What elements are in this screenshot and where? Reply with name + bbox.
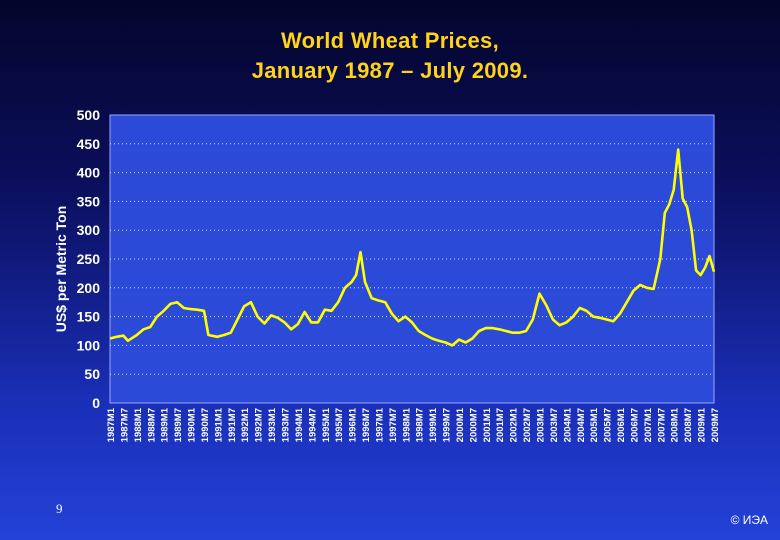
x-tick-label: 2007M1 [643, 407, 654, 442]
y-axis-label: US$ per Metric Ton [53, 206, 69, 333]
y-tick-label: 150 [77, 309, 101, 325]
x-tick-label: 2005M7 [603, 408, 614, 442]
x-tick-label: 1998M7 [415, 408, 426, 442]
x-tick-label: 2002M7 [522, 408, 533, 442]
chart-title: World Wheat Prices, January 1987 – July … [0, 26, 780, 86]
grid-lines [110, 143, 714, 375]
x-tick-label: 2002M1 [509, 407, 520, 442]
x-tick-label: 2006M7 [629, 408, 640, 442]
x-tick-label: 1994M1 [294, 407, 305, 442]
x-tick-label: 1999M7 [442, 408, 453, 442]
x-tick-label: 1993M7 [280, 408, 291, 442]
x-tick-label: 1989M7 [173, 408, 184, 442]
y-tick-label: 250 [77, 251, 101, 267]
x-tick-label: 1989M1 [160, 407, 171, 442]
x-tick-label: 1990M1 [187, 407, 198, 442]
x-tick-label: 1992M1 [240, 407, 251, 442]
chart-title-line-1: World Wheat Prices, [280, 28, 499, 53]
x-tick-label: 1987M7 [119, 408, 130, 442]
y-tick-label: 200 [77, 280, 101, 296]
x-tick-label: 2006M1 [616, 407, 627, 442]
y-tick-label: 100 [77, 337, 101, 353]
x-tick-label: 2000M1 [455, 407, 466, 442]
y-tick-label: 450 [77, 136, 101, 152]
x-tick-label: 2008M1 [670, 407, 681, 442]
chart-title-line-2: January 1987 – July 2009. [251, 58, 529, 83]
x-tick-label: 1991M1 [213, 407, 224, 442]
x-tick-label: 1999M1 [428, 407, 439, 442]
x-tick-label: 1987M1 [106, 407, 117, 442]
y-tick-label: 50 [84, 366, 100, 382]
y-tick-label: 350 [77, 193, 101, 209]
y-tick-label: 0 [92, 395, 100, 411]
x-tick-label: 2000M7 [468, 408, 479, 442]
x-tick-label: 2007M7 [656, 408, 667, 442]
x-tick-label: 1995M1 [321, 407, 332, 442]
x-tick-label: 1992M7 [254, 408, 265, 442]
x-tick-label: 1993M1 [267, 407, 278, 442]
x-tick-label: 2005M1 [589, 407, 600, 442]
x-tick-label: 2003M7 [549, 408, 560, 442]
y-axis-ticks: 0 50 100 150 200 250 300 350 400 450 500 [77, 107, 101, 411]
copyright-text: © ИЭА [730, 513, 768, 527]
x-tick-label: 1988M7 [146, 408, 157, 442]
x-tick-label: 1996M7 [361, 408, 372, 442]
x-tick-label: 1998M1 [401, 407, 412, 442]
page-number: 9 [56, 501, 63, 516]
x-tick-label: 2009M7 [710, 408, 721, 442]
x-tick-label: 1997M7 [388, 408, 399, 442]
y-tick-label: 300 [77, 222, 101, 238]
x-tick-label: 2003M1 [536, 407, 547, 442]
x-tick-label: 2009M1 [697, 407, 708, 442]
x-tick-label: 1994M7 [307, 408, 318, 442]
x-tick-label: 1996M1 [348, 407, 359, 442]
x-tick-label: 2001M7 [495, 408, 506, 442]
x-tick-label: 2001M1 [482, 407, 493, 442]
x-tick-label: 1990M7 [200, 408, 211, 442]
y-tick-label: 500 [77, 107, 101, 123]
y-tick-label: 400 [77, 165, 101, 181]
x-tick-label: 2008M7 [683, 408, 694, 442]
x-tick-label: 2004M1 [562, 407, 573, 442]
x-tick-label: 1991M7 [227, 408, 238, 442]
x-tick-label: 2004M7 [576, 408, 587, 442]
x-axis-ticks: 1987M1 1987M7 1988M1 1988M7 1989M1 1989M7 1990… [106, 407, 721, 442]
x-tick-label: 1988M1 [133, 407, 144, 442]
x-tick-label: 1997M1 [374, 407, 385, 442]
x-tick-label: 1995M7 [334, 408, 345, 442]
wheat-price-line [109, 148, 716, 347]
plot-area [109, 114, 715, 404]
